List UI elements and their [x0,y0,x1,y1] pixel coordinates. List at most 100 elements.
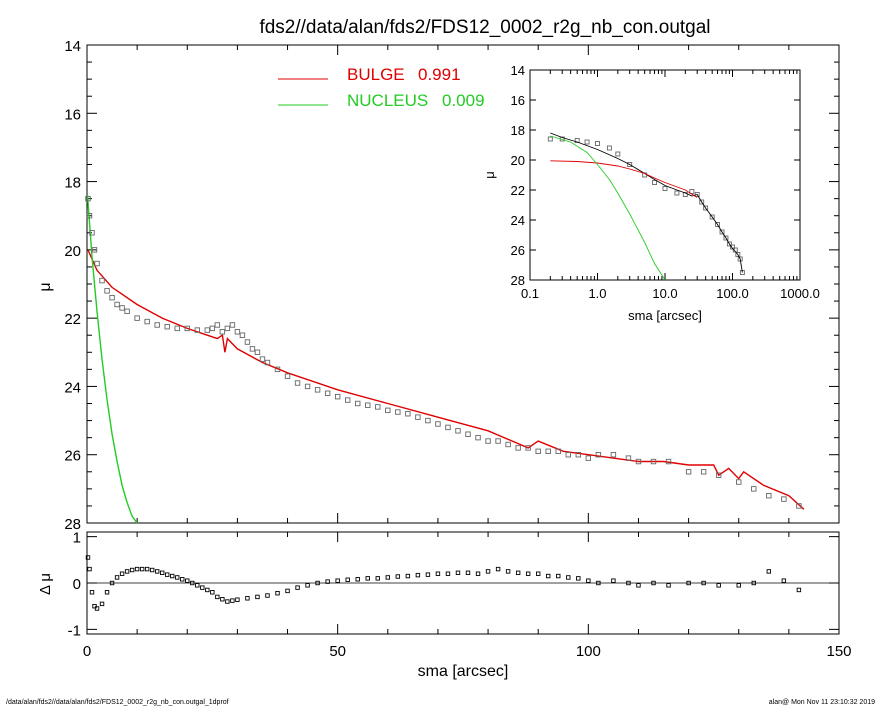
main-data-point [254,349,261,355]
main-data-point [575,452,582,458]
main-data-point [515,445,521,451]
main-data-point [565,452,571,458]
residual-data-point [495,566,501,572]
residual-data-point [210,590,215,595]
residual-xlabel: sma [arcsec] [418,663,509,680]
inset-data-point [703,205,709,211]
legend-label-bulge: BULGE [347,65,405,84]
inset-data-point [682,192,688,197]
main-data-point [85,195,91,202]
residual-data-point [230,598,235,603]
inset-data-point [723,235,729,241]
inset-ytick-label: 24 [511,213,525,228]
main-data-point [114,301,120,308]
main-data-point [314,387,321,393]
inset-line-series-1 [550,132,743,273]
inset-data-point [726,241,732,247]
main-data-point [119,305,125,311]
main-data-point [94,260,100,267]
residual-data-point [611,578,616,583]
residual-xtick-label: 50 [329,643,346,660]
main-data-point [700,469,707,475]
main-data-point [465,431,471,437]
main-panel: 14 16 18 20 22 24 26 28 μ BULGE 0.991 NUCLEUS 0… [37,38,840,533]
residual-data-point [134,566,140,572]
inset-ytick-label: 16 [511,93,525,108]
main-ytick-label: 18 [64,175,81,192]
main-data-point [555,448,561,454]
residual-data-point [355,577,360,582]
main-data-point [194,327,200,333]
inset-data-point [584,139,590,145]
residual-data-point [475,571,481,576]
inset-xtick-label: 0.1 [521,286,539,301]
residual-data-point [285,588,290,594]
main-data-point [229,322,236,328]
residual-data-point [335,578,340,583]
residual-data-point [114,575,120,580]
main-data-point [334,393,341,400]
residual-data-point [405,573,411,579]
main-data-point [284,373,291,379]
inset-line-series-3 [550,135,666,281]
residual-data-point [566,575,571,580]
residual-data-point [425,572,431,577]
inset-ylabel: μ [482,171,497,179]
main-data-point [164,323,170,330]
residual-data-point [596,580,601,586]
residual-data-point [200,585,205,590]
main-line-nucleus [86,195,138,524]
main-data-point [344,397,351,403]
residual-xtick-label: 0 [83,643,91,660]
inset-xtick-label: 100.0 [716,286,749,301]
inset-data-point [595,141,600,146]
main-data-point [109,294,115,301]
residual-data-point [686,580,691,586]
legend: BULGE 0.991 NUCLEUS 0.009 [278,65,485,110]
main-data-point [455,428,461,434]
residual-data-point [170,573,175,579]
main-data-point [635,458,642,465]
residual-data-point [295,585,300,590]
residual-data-point [225,599,230,604]
main-data-point [665,458,672,465]
inset-data-point [715,222,720,227]
main-data-point [445,424,451,431]
main-data-point [751,486,757,492]
residual-data-point [85,555,91,560]
main-data-point [375,404,381,410]
residual-data-point [395,574,401,579]
main-data-point [495,438,501,444]
main-data-point [525,445,531,451]
residual-data-point [195,583,200,588]
inset-data-point [574,138,580,143]
main-data-point [610,452,617,458]
inset-data-point [606,145,612,151]
main-data-point [385,407,391,414]
main-data-point [796,503,802,509]
inset-data-point [719,229,725,235]
inset-ytick-label: 14 [511,63,525,78]
main-data-point [124,308,130,315]
residual-data-point [154,569,160,574]
chart-title: fds2//data/alan/fds2/FDS12_0002_r2g_nb_c… [259,17,710,38]
residual-data-point [99,601,105,607]
residual-data-point [180,577,185,582]
main-data-point [595,452,602,458]
main-data-point [715,472,722,478]
residual-data-point [205,587,210,593]
residual-data-point [781,578,787,583]
residual-data-point [556,573,561,579]
legend-value-nucleus: 0.009 [442,91,485,110]
residual-data-point [435,571,441,576]
inset-data-point [627,162,633,167]
main-data-point [685,469,692,475]
residual-data-point [124,569,130,574]
residual-data-point [525,571,531,576]
residual-data-point [89,590,95,595]
main-ytick-label: 20 [64,243,81,260]
residual-data-point [305,583,310,588]
residual-data-point [129,567,135,573]
main-data-point [355,400,361,407]
